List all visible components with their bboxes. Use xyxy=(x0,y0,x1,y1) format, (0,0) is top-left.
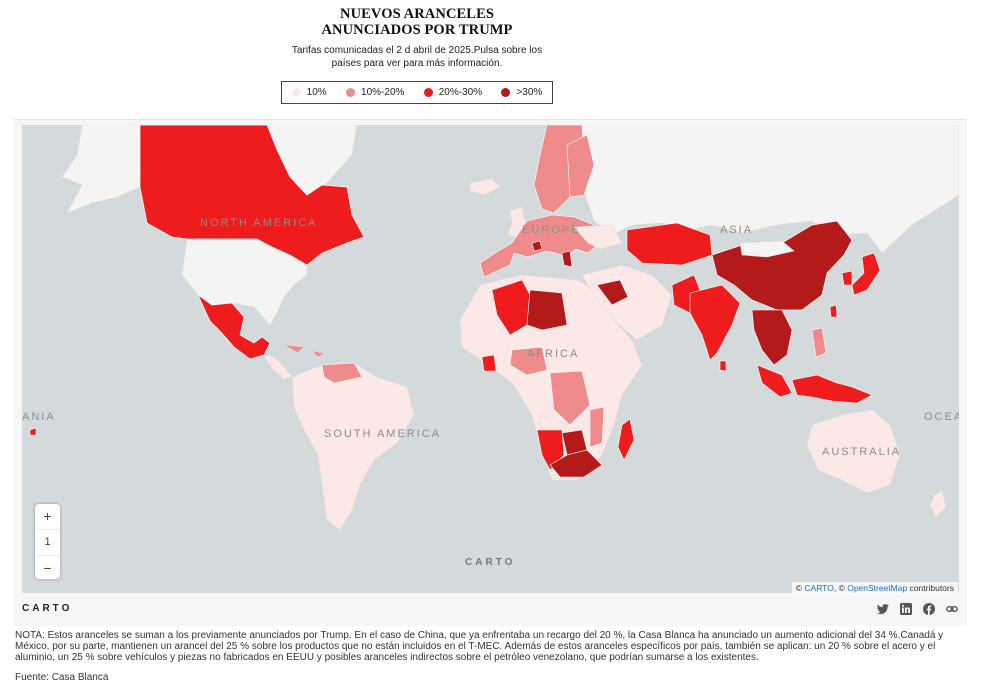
country-new-zealand[interactable] xyxy=(929,490,947,518)
osm-link[interactable]: OpenStreetMap xyxy=(847,583,908,593)
country-south-korea[interactable] xyxy=(841,270,853,286)
title-line-2: ANUNCIADOS POR TRUMP xyxy=(321,22,513,38)
attribution-sep: , © xyxy=(833,583,848,593)
country-mongolia[interactable] xyxy=(739,240,795,258)
country-venezuela[interactable] xyxy=(321,362,363,384)
legend-item-20-30: 20%-30% xyxy=(423,87,483,98)
country-serbia[interactable] xyxy=(561,250,573,268)
legend-label-over-30: >30% xyxy=(516,87,543,98)
zoom-level: 1 xyxy=(35,529,60,556)
legend-swatch-10 xyxy=(291,88,301,97)
title-line-1: NUEVOS ARANCELES xyxy=(340,6,494,22)
zoom-in-button[interactable]: + xyxy=(43,508,52,524)
label-africa: AFRICA xyxy=(527,348,579,360)
left-edge-islands[interactable] xyxy=(29,427,37,436)
label-oceania-left: ANIA xyxy=(22,411,56,423)
carto-watermark: CARTO xyxy=(465,557,516,568)
share-bar xyxy=(877,602,958,615)
world-map[interactable]: NORTH AMERICA EUROPE ASIA AFRICA SOUTH A… xyxy=(22,125,959,593)
linkedin-icon[interactable] xyxy=(900,602,912,615)
label-north-america: NORTH AMERICA xyxy=(200,217,317,229)
country-finland[interactable] xyxy=(566,134,595,198)
attribution-prefix: © xyxy=(795,583,805,593)
central-america[interactable] xyxy=(263,354,293,380)
country-canada[interactable] xyxy=(139,125,365,266)
twitter-icon[interactable] xyxy=(877,602,889,615)
caribbean[interactable] xyxy=(283,344,325,358)
attribution-suffix: contributors xyxy=(907,583,954,593)
country-sri-lanka[interactable] xyxy=(719,360,727,372)
country-taiwan[interactable] xyxy=(829,304,838,318)
country-mexico[interactable] xyxy=(197,293,271,360)
label-south-america: SOUTH AMERICA xyxy=(324,428,441,440)
country-south-africa[interactable] xyxy=(549,449,603,478)
country-australia[interactable] xyxy=(806,409,901,494)
country-philippines[interactable] xyxy=(811,327,827,358)
label-australia: AUSTRALIA xyxy=(822,446,901,458)
legend-item-10-20: 10%-20% xyxy=(346,87,404,98)
zoom-control: + 1 − xyxy=(35,504,60,579)
legend-swatch-10-20 xyxy=(346,88,356,97)
legend-item-10: 10% xyxy=(291,87,327,98)
country-ivory-coast[interactable] xyxy=(481,354,497,372)
legend-label-10-20: 10%-20% xyxy=(361,87,405,98)
page-title: NUEVOS ARANCELES ANUNCIADOS POR TRUMP xyxy=(0,6,834,38)
country-nigeria[interactable] xyxy=(509,346,548,376)
country-libya[interactable] xyxy=(526,289,568,331)
country-drc[interactable] xyxy=(549,370,591,426)
country-ukraine[interactable] xyxy=(573,224,623,250)
country-india[interactable] xyxy=(689,284,741,361)
subtitle: Tarifas comunicadas el 2 d abril de 2025… xyxy=(291,45,543,69)
carto-logo[interactable]: CARTO xyxy=(22,603,73,614)
country-japan[interactable] xyxy=(851,252,881,296)
note-text: NOTA: Estos aranceles se suman a los pre… xyxy=(15,630,944,663)
map-attribution: © CARTO, © OpenStreetMap contributors xyxy=(791,582,958,594)
southeast-asia[interactable] xyxy=(751,309,793,366)
label-asia: ASIA xyxy=(720,224,753,236)
country-iceland[interactable] xyxy=(469,178,501,196)
country-kazakhstan[interactable] xyxy=(626,222,713,266)
label-europe: EUROPE xyxy=(522,224,580,236)
south-america[interactable] xyxy=(291,362,415,531)
legend-item-over-30: >30% xyxy=(501,87,542,98)
legend: 10% 10%-20% 20%-30% >30% xyxy=(281,81,553,104)
country-madagascar[interactable] xyxy=(617,418,635,461)
country-switzerland[interactable] xyxy=(531,240,543,252)
carto-link[interactable]: CARTO xyxy=(804,583,834,593)
country-mozambique[interactable] xyxy=(589,406,605,448)
source-text: Fuente: Casa Blanca xyxy=(15,672,109,683)
zoom-out-button[interactable]: − xyxy=(43,560,52,576)
label-oceania-right: OCEA xyxy=(924,411,959,423)
country-indonesia[interactable] xyxy=(791,374,873,404)
legend-label-20-30: 20%-30% xyxy=(438,87,483,98)
country-china[interactable] xyxy=(711,220,853,311)
country-alaska[interactable] xyxy=(61,125,141,214)
legend-swatch-over-30 xyxy=(501,88,511,97)
country-malaysia-indonesia-west[interactable] xyxy=(756,364,793,398)
map-canvas[interactable]: NORTH AMERICA EUROPE ASIA AFRICA SOUTH A… xyxy=(22,125,959,593)
legend-label-10: 10% xyxy=(306,87,327,98)
country-iraq-syria[interactable] xyxy=(596,279,629,306)
facebook-icon[interactable] xyxy=(923,602,935,615)
link-icon[interactable] xyxy=(946,602,958,614)
legend-swatch-20-30 xyxy=(423,88,433,97)
